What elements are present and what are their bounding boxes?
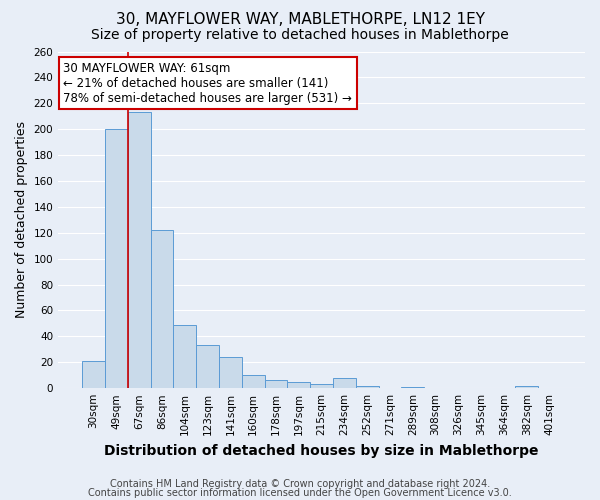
Bar: [219, 357, 242, 388]
Text: Contains HM Land Registry data © Crown copyright and database right 2024.: Contains HM Land Registry data © Crown c…: [110, 479, 490, 489]
Y-axis label: Number of detached properties: Number of detached properties: [15, 122, 28, 318]
Bar: [333, 378, 356, 388]
Text: Size of property relative to detached houses in Mablethorpe: Size of property relative to detached ho…: [91, 28, 509, 42]
Bar: [151, 230, 173, 388]
Bar: [242, 375, 265, 388]
Bar: [196, 346, 219, 388]
Bar: [287, 382, 310, 388]
X-axis label: Distribution of detached houses by size in Mablethorpe: Distribution of detached houses by size …: [104, 444, 539, 458]
Bar: [82, 361, 105, 388]
Text: 30, MAYFLOWER WAY, MABLETHORPE, LN12 1EY: 30, MAYFLOWER WAY, MABLETHORPE, LN12 1EY: [115, 12, 485, 28]
Bar: [515, 386, 538, 388]
Bar: [310, 384, 333, 388]
Bar: [401, 387, 424, 388]
Bar: [128, 112, 151, 388]
Text: 30 MAYFLOWER WAY: 61sqm
← 21% of detached houses are smaller (141)
78% of semi-d: 30 MAYFLOWER WAY: 61sqm ← 21% of detache…: [64, 62, 352, 104]
Bar: [105, 129, 128, 388]
Text: Contains public sector information licensed under the Open Government Licence v3: Contains public sector information licen…: [88, 488, 512, 498]
Bar: [356, 386, 379, 388]
Bar: [173, 324, 196, 388]
Bar: [265, 380, 287, 388]
